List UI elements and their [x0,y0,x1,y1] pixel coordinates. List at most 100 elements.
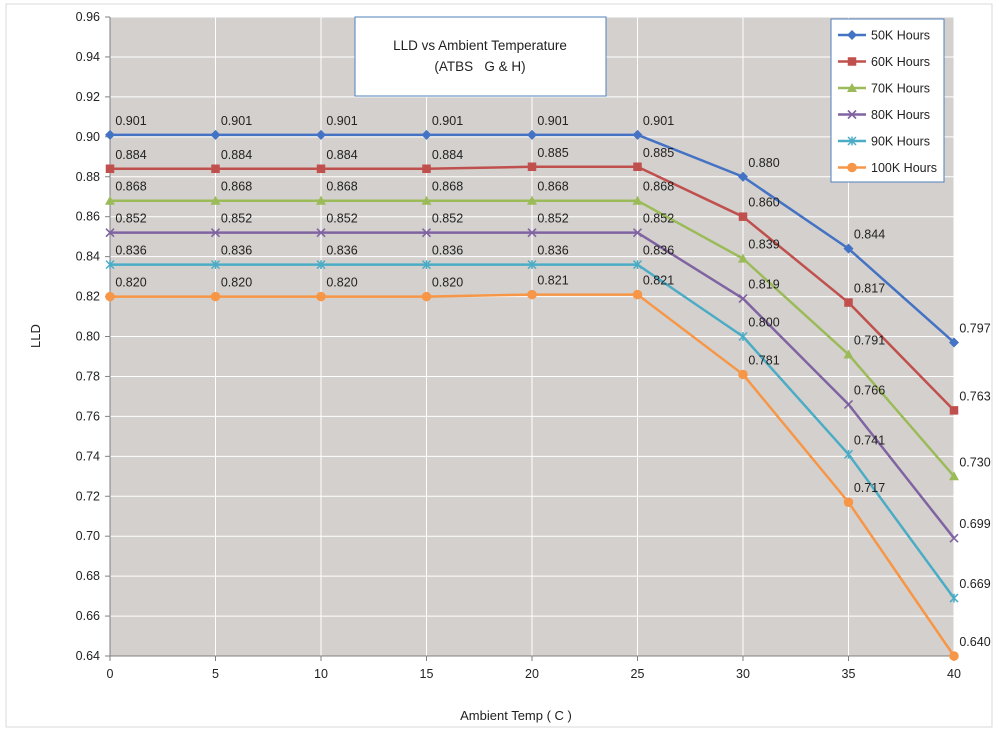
data-point-60k-hours [738,212,748,221]
data-point-50k-hours [105,129,115,140]
data-point-60k-hours [211,164,220,174]
data-label-80k-hours: 0.852 [643,212,674,226]
data-label-80k-hours: 0.699 [959,517,990,531]
title-box: LLD vs Ambient Temperature (ATBS G & H) [354,16,607,97]
y-tick-label: 0.70 [76,529,100,543]
y-tick-label: 0.64 [76,649,100,663]
x-tick-label: 20 [525,667,539,681]
data-point-80k-hours [632,228,643,238]
x-tick-label: 0 [107,667,114,681]
legend-label-70k-hours: 70K Hours [871,82,930,96]
data-label-70k-hours: 0.868 [221,180,252,194]
data-point-60k-hours [527,162,537,172]
y-tick-label: 0.76 [76,409,100,423]
data-point-70k-hours [316,195,326,205]
data-label-80k-hours: 0.766 [854,383,885,397]
data-point-80k-hours [843,399,854,409]
title-box-frame [354,16,607,97]
data-label-90k-hours: 0.741 [854,433,885,447]
data-point-60k-hours [844,298,853,307]
data-point-100k-hours [527,289,537,300]
x-tick-label: 15 [420,667,434,681]
data-point-70k-hours [738,253,748,263]
data-label-70k-hours: 0.868 [537,180,568,194]
data-label-50k-hours: 0.844 [854,228,885,242]
data-point-100k-hours [843,497,854,507]
data-label-100k-hours: 0.821 [537,274,568,288]
data-point-60k-hours [422,164,431,174]
data-label-50k-hours: 0.901 [326,114,357,128]
data-label-50k-hours: 0.901 [115,114,146,128]
data-label-100k-hours: 0.821 [643,274,674,288]
legend-marker-100k-hours [847,162,857,173]
data-label-70k-hours: 0.868 [432,180,463,194]
data-label-80k-hours: 0.852 [115,212,146,226]
data-point-50k-hours [738,171,748,182]
data-label-90k-hours: 0.836 [326,244,357,258]
data-point-70k-hours [421,195,432,205]
data-point-60k-hours [105,164,115,174]
data-point-50k-hours [632,129,643,140]
data-label-80k-hours: 0.852 [537,212,568,226]
data-labels: 0.901 0.901 0.901 0.901 0.901 0.901 0.880 0.844… [115,114,990,649]
data-point-100k-hours [210,291,221,302]
legend-label-50k-hours: 50K Hours [871,29,930,43]
data-label-60k-hours: 0.860 [748,196,779,210]
y-tick-label: 0.72 [76,489,100,503]
x-tick-label: 35 [842,667,856,681]
legend-marker-50k-hours [847,30,857,40]
data-label-90k-hours: 0.669 [959,577,990,591]
data-label-100k-hours: 0.820 [115,276,146,290]
legend-label-60k-hours: 60K Hours [871,55,930,69]
data-label-90k-hours: 0.836 [537,244,568,258]
data-point-60k-hours [949,406,959,415]
y-tick-label: 0.66 [76,609,100,623]
x-tick-label: 25 [631,667,645,681]
data-point-50k-hours [527,129,537,140]
data-point-90k-hours [316,260,326,270]
y-tick-label: 0.92 [76,90,100,104]
data-label-80k-hours: 0.819 [748,278,779,292]
data-label-70k-hours: 0.730 [959,455,990,469]
data-point-90k-hours [843,449,854,459]
data-label-50k-hours: 0.901 [537,114,568,128]
data-point-50k-hours [210,129,221,140]
data-label-60k-hours: 0.763 [959,389,990,403]
data-point-90k-hours [421,260,432,270]
data-label-60k-hours: 0.884 [326,148,357,162]
legend-label-100k-hours: 100K Hours [871,161,937,175]
data-label-50k-hours: 0.901 [643,114,674,128]
data-label-60k-hours: 0.884 [221,148,252,162]
data-label-100k-hours: 0.820 [221,276,252,290]
y-tick-label: 0.68 [76,569,100,583]
data-point-90k-hours [632,260,643,270]
chart-subtitle: (ATBS G & H) [434,59,525,74]
y-tick-label: 0.86 [76,210,100,224]
y-tick-label: 0.78 [76,369,100,383]
series-markers [105,129,959,661]
data-label-60k-hours: 0.885 [537,146,568,160]
y-tick-label: 0.88 [76,170,100,184]
data-label-70k-hours: 0.868 [115,180,146,194]
y-axis-title: LLD [28,324,43,348]
data-label-100k-hours: 0.820 [326,276,357,290]
data-label-60k-hours: 0.884 [115,148,146,162]
chart-frame [5,3,993,728]
data-point-50k-hours [949,337,959,348]
legend-label-80k-hours: 80K Hours [871,108,930,122]
data-point-90k-hours [738,331,748,342]
x-tick-label: 30 [736,667,750,681]
data-point-100k-hours [738,369,748,380]
data-point-70k-hours [949,471,959,481]
y-tick-label: 0.82 [76,290,100,304]
data-label-100k-hours: 0.781 [748,353,779,367]
data-point-70k-hours [210,195,221,205]
y-tick-label: 0.84 [76,250,100,264]
data-label-70k-hours: 0.791 [854,333,885,347]
data-point-90k-hours [210,260,221,270]
y-tick-label: 0.94 [76,50,100,64]
data-point-70k-hours [527,195,537,205]
legend-marker-80k-hours [847,109,857,120]
data-label-90k-hours: 0.836 [432,244,463,258]
y-tick-label: 0.74 [76,449,100,463]
